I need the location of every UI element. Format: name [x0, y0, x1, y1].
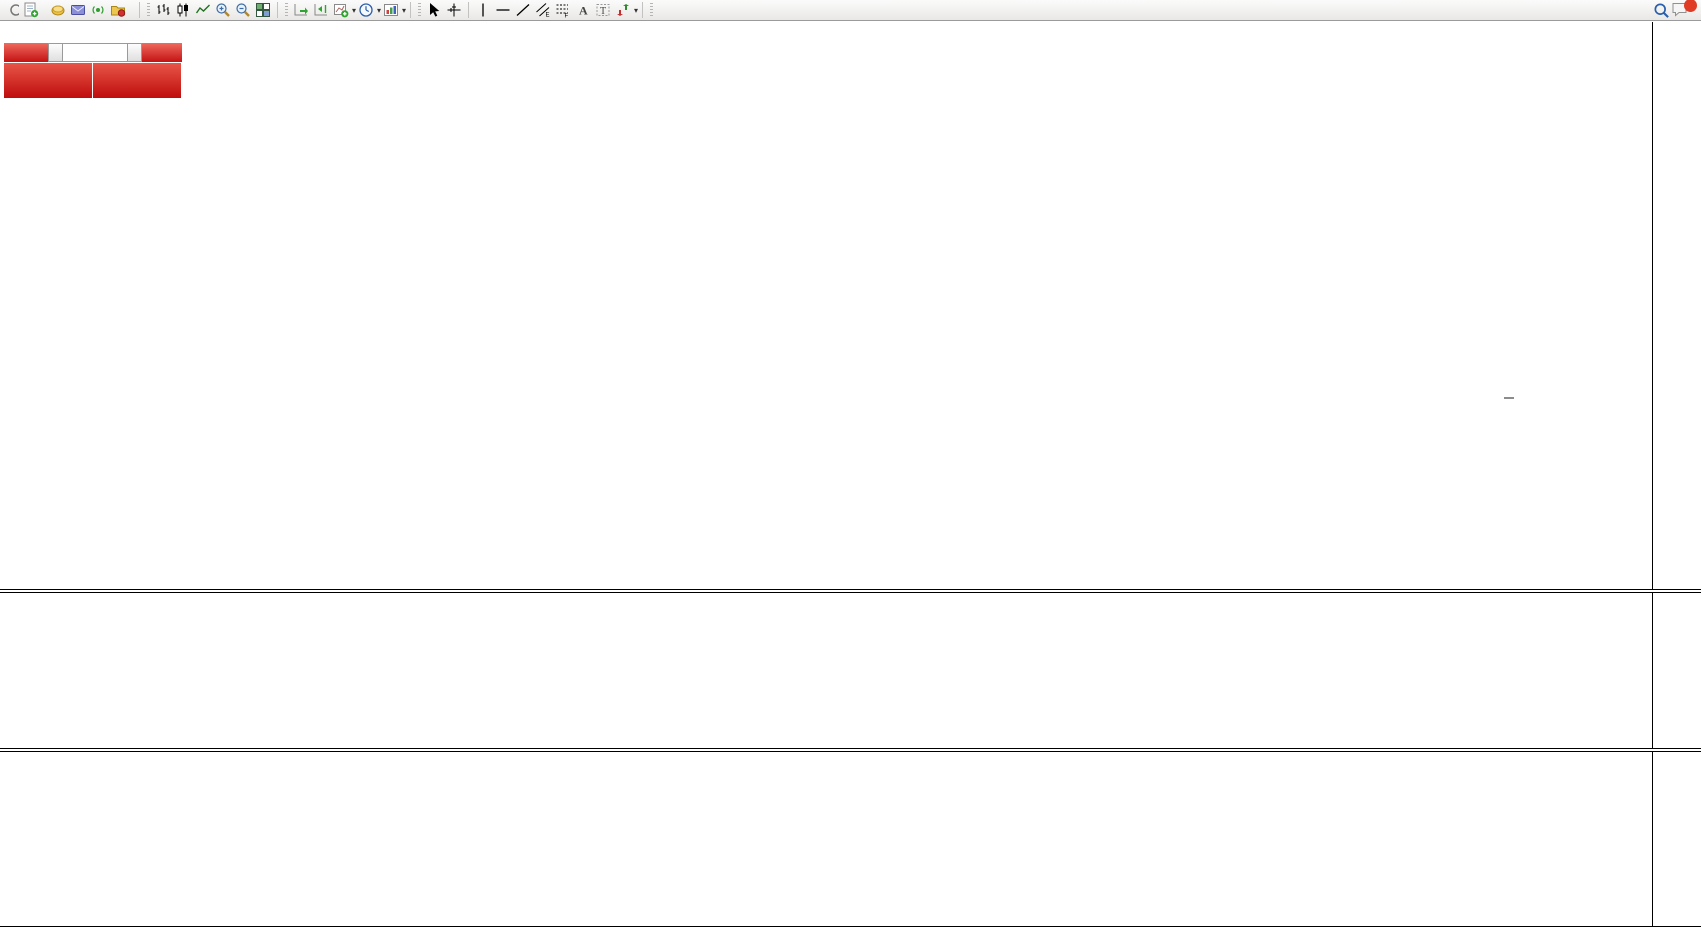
tile-windows-icon[interactable] — [253, 1, 273, 19]
window-icon-glyph — [10, 4, 19, 16]
text-label-tool-icon[interactable]: T — [593, 1, 613, 19]
volume-increase-button[interactable] — [127, 43, 142, 62]
zoom-in-icon[interactable] — [213, 1, 233, 19]
toolbar-grip — [650, 3, 654, 17]
chat-notification-badge — [1684, 0, 1697, 12]
sell-price-display[interactable] — [4, 63, 92, 98]
pane-splitter[interactable] — [0, 748, 1701, 752]
line-chart-mode-icon[interactable] — [193, 1, 213, 19]
toolbar-separator — [277, 2, 278, 18]
svg-text:A: A — [579, 4, 588, 18]
messages-icon[interactable] — [68, 1, 88, 19]
pane-splitter[interactable] — [0, 589, 1701, 593]
timeframe-clock-dropdown[interactable]: ▾ — [377, 5, 382, 15]
chart-shift-icon[interactable] — [311, 1, 331, 19]
toolbar-separator — [468, 2, 470, 18]
arrows-tool-icon[interactable] — [613, 1, 633, 19]
toolbar-separator — [642, 2, 644, 18]
search-icon[interactable] — [1651, 1, 1671, 19]
trendline-tool-icon[interactable] — [513, 1, 533, 19]
price-axis[interactable] — [1652, 22, 1701, 926]
fibonacci-tool-icon[interactable]: F — [553, 1, 573, 19]
zoom-out-icon[interactable] — [233, 1, 253, 19]
autotrading-icon[interactable] — [108, 1, 128, 19]
auto-scroll-icon[interactable] — [291, 1, 311, 19]
price-chart-canvas[interactable] — [0, 22, 1652, 926]
toolbar-separator — [410, 2, 412, 18]
svg-text:T: T — [600, 6, 606, 17]
toolbar-right-group — [1651, 0, 1697, 19]
buy-price-display[interactable] — [93, 63, 181, 98]
new-order-icon[interactable] — [21, 1, 41, 19]
crosshair-tool-icon[interactable] — [444, 1, 464, 19]
toolbar-grip — [147, 3, 150, 17]
one-click-trading-panel — [4, 43, 182, 98]
svg-text:E: E — [546, 13, 550, 19]
window-icon[interactable] — [1, 1, 21, 19]
community-icon[interactable] — [48, 1, 68, 19]
text-tool-icon[interactable]: A — [573, 1, 593, 19]
pivot-note-label[interactable] — [1504, 397, 1514, 399]
toolbar-grip — [418, 3, 422, 17]
candlestick-mode-icon[interactable] — [173, 1, 193, 19]
template-icon[interactable] — [381, 1, 401, 19]
buy-button[interactable] — [142, 43, 182, 62]
template-dropdown[interactable]: ▾ — [402, 5, 407, 15]
timeframe-clock-icon[interactable] — [356, 1, 376, 19]
chat-button[interactable] — [1671, 0, 1697, 19]
volume-input[interactable] — [63, 43, 127, 62]
cursor-tool-icon[interactable] — [424, 1, 444, 19]
horizontal-line-tool-icon[interactable] — [493, 1, 513, 19]
svg-text:F: F — [565, 14, 569, 19]
bar-chart-mode-icon[interactable] — [153, 1, 173, 19]
chart-title — [4, 27, 13, 39]
vertical-line-tool-icon[interactable] — [473, 1, 493, 19]
arrows-tool-dropdown[interactable]: ▾ — [634, 5, 639, 15]
add-indicator-dropdown[interactable]: ▾ — [352, 5, 357, 15]
channel-tool-icon[interactable]: E — [533, 1, 553, 19]
add-indicator-icon[interactable] — [331, 1, 351, 19]
main-toolbar: ▾ ▾ ▾ E F A T ▾ — [0, 0, 1701, 21]
date-axis[interactable] — [0, 926, 1701, 944]
toolbar-separator — [139, 2, 140, 18]
toolbar-grip — [285, 3, 288, 17]
volume-decrease-button[interactable] — [48, 43, 63, 62]
sell-button[interactable] — [4, 43, 48, 62]
webinar-icon[interactable] — [88, 1, 108, 19]
